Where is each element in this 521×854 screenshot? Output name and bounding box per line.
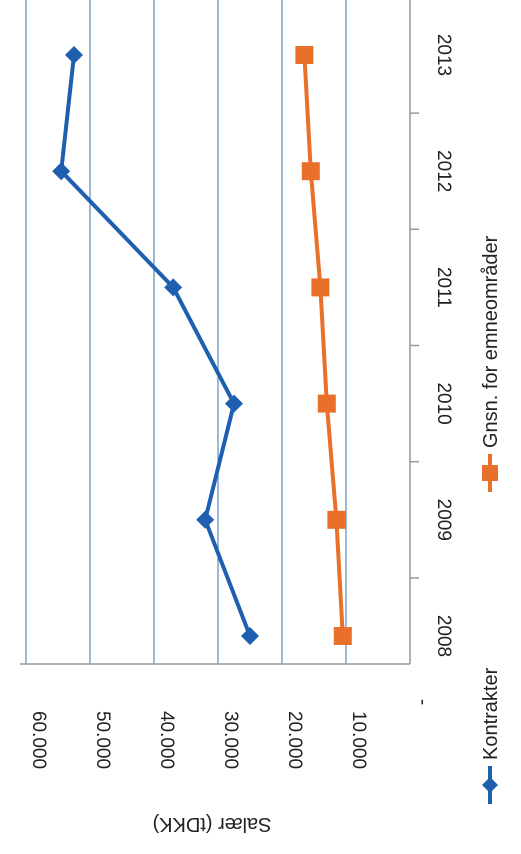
y-axis-title: Salær (tDKK) <box>153 813 272 835</box>
x-tick-label: 2010 <box>433 382 454 424</box>
y-tick-label: 50.000 <box>92 711 113 769</box>
y-tick-label: 20.000 <box>284 711 305 769</box>
legend-label: Kontrakter <box>480 667 502 760</box>
data-point <box>311 278 330 297</box>
y-tick-labels: - 10.000 20.000 30.000 40.000 50.000 60.000 <box>28 699 433 769</box>
x-tick-label: 2013 <box>433 34 454 76</box>
legend-marker <box>482 777 498 793</box>
y-tick-label: 40.000 <box>156 711 177 769</box>
data-point <box>65 46 83 64</box>
data-point <box>333 627 352 645</box>
legend-label: Gnsn. for emneområder <box>480 235 502 448</box>
data-point <box>225 394 243 413</box>
x-tick-labels: 2008 2009 2010 2011 2012 2013 <box>433 34 454 657</box>
data-point <box>327 510 346 529</box>
y-tick-label: 60.000 <box>28 711 49 769</box>
gridlines <box>25 0 347 664</box>
data-point <box>164 278 183 297</box>
data-point <box>241 627 259 645</box>
legend: Kontrakter Gnsn. for emneområder <box>480 235 502 804</box>
data-point <box>317 394 336 413</box>
x-tick-label: 2008 <box>433 615 454 657</box>
data-point <box>52 162 71 181</box>
legend-marker <box>482 465 498 481</box>
series-line <box>59 54 252 637</box>
y-tick-label: - <box>412 699 433 705</box>
y-tick-label: 30.000 <box>220 711 241 769</box>
x-tick-label: 2012 <box>433 150 454 192</box>
y-tick-label: 10.000 <box>348 711 369 769</box>
series-line <box>302 54 345 637</box>
x-tick-label: 2009 <box>433 499 454 541</box>
axes <box>20 0 419 665</box>
data-point <box>196 510 215 529</box>
series-layer <box>52 46 352 645</box>
x-tick-label: 2011 <box>433 267 454 308</box>
data-point <box>301 162 320 181</box>
data-point <box>295 46 314 64</box>
